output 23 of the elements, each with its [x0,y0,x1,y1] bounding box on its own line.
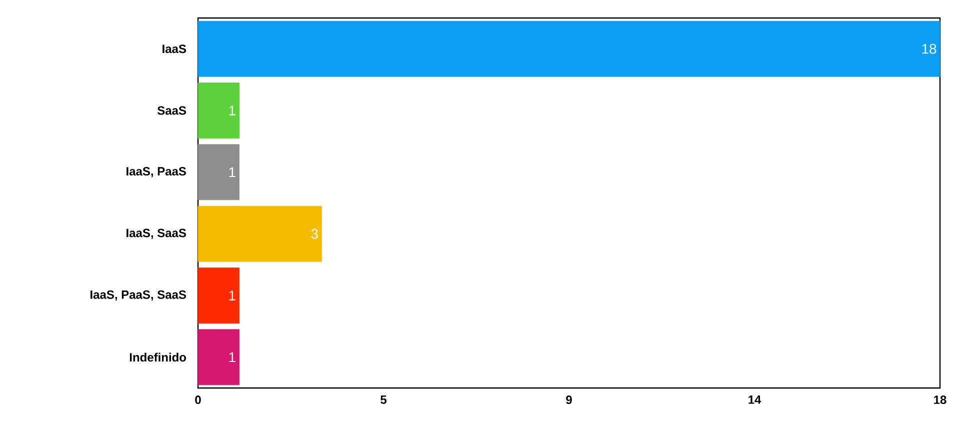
bar [198,144,240,200]
bar [198,82,240,138]
x-tick-label: 9 [566,396,572,404]
data-label: 3 [311,228,318,239]
x-tick-label: 0 [195,396,201,404]
bar [198,329,240,386]
data-label: 1 [229,167,236,177]
data-label: 1 [229,352,236,362]
y-tick-label: SaaS [157,106,186,115]
bar [198,206,322,262]
x-tick-label: 14 [748,396,762,404]
y-tick-label: Indefinido [130,352,186,362]
y-tick-label: IaaS, SaaS [126,228,186,239]
x-tick-label: 18 [934,396,946,404]
data-label: 1 [229,290,236,300]
y-tick-label: IaaS, PaaS [126,167,186,178]
bar [198,20,940,77]
x-tick-label: 5 [380,396,386,404]
data-label: 18 [922,44,936,54]
y-tick-label: IaaS [162,44,186,54]
y-tick-label: IaaS, PaaS, SaaS [90,290,186,301]
bar [198,268,240,324]
data-label: 1 [229,106,236,116]
